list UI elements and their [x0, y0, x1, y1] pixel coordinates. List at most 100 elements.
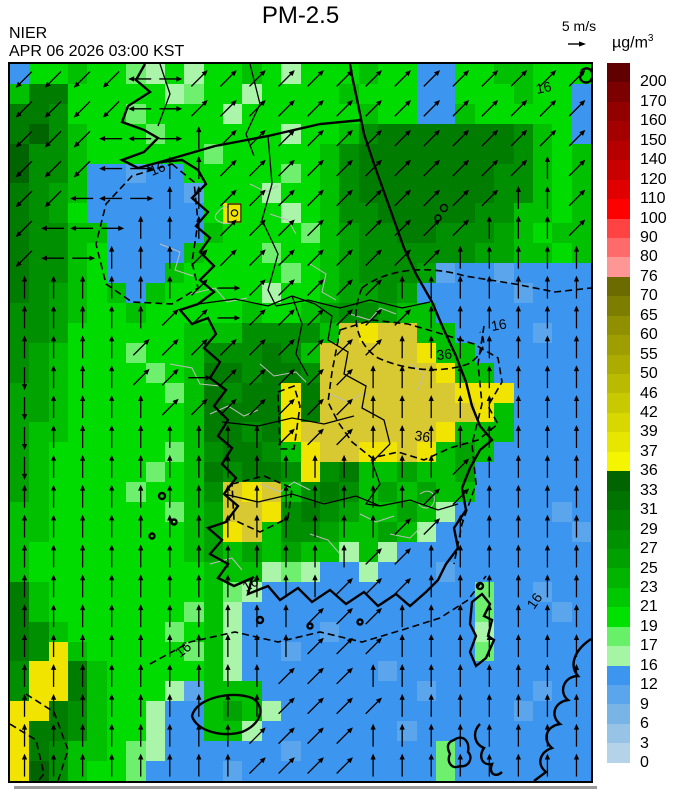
wind-arrow: [307, 697, 324, 715]
raster-cell: [29, 362, 49, 383]
wind-arrow: [457, 395, 463, 419]
wind-arrow: [249, 338, 266, 356]
colorbar-segment: [607, 587, 630, 608]
wind-arrow: [336, 637, 353, 655]
wind-arrow: [278, 697, 295, 715]
raster-cell: [261, 83, 282, 104]
wind-arrow: [254, 693, 260, 717]
wind-arrow: [219, 338, 237, 356]
wind-arrow: [428, 454, 434, 478]
colorbar-segment: [607, 393, 630, 413]
raster-cell: [29, 342, 49, 363]
wind-arrow: [109, 693, 115, 717]
wind-arrow: [79, 514, 86, 538]
raster-cell: [87, 203, 107, 224]
raster-cell: [494, 123, 514, 144]
raster-cell: [436, 382, 456, 403]
wind-arrow: [399, 454, 405, 478]
japan-coast: [533, 638, 591, 781]
raster-cell: [68, 83, 88, 104]
raster-cell: [203, 462, 224, 483]
colorbar-segment: [607, 704, 630, 724]
raster-cell: [261, 502, 282, 523]
raster-cell: [513, 83, 533, 104]
raster-cell: [358, 621, 378, 642]
wind-arrow: [21, 753, 28, 777]
wind-arrow: [544, 723, 551, 747]
wind-arrow: [109, 663, 115, 687]
wind-arrow: [21, 544, 28, 568]
raster-cell: [319, 442, 340, 463]
wind-arrow: [278, 219, 295, 237]
wind-arrow: [249, 99, 266, 117]
wind-arrow: [44, 130, 62, 148]
raster-cell: [203, 322, 224, 343]
raster-cell: [436, 601, 456, 622]
wind-arrow: [486, 305, 492, 329]
wind-arrow: [573, 693, 580, 717]
jeju-island: [190, 693, 262, 736]
raster-cell: [223, 83, 243, 104]
raster-cell: [436, 721, 456, 742]
wind-arrow: [307, 189, 324, 207]
wind-arrow: [50, 454, 57, 478]
wind-arrow: [457, 275, 463, 299]
contour-label: 16: [490, 315, 508, 333]
raster-cell: [29, 283, 49, 303]
wind-arrow: [161, 338, 179, 356]
wind-arrow: [370, 484, 376, 508]
raster-cell: [377, 283, 398, 303]
raster-cell: [203, 661, 224, 682]
wind-arrow: [225, 663, 231, 687]
colorbar-segment: [607, 101, 630, 122]
raster-cell: [281, 83, 301, 104]
colorbar-label: 19: [640, 617, 658, 635]
raster-cell: [494, 143, 514, 164]
wind-arrow: [336, 189, 353, 207]
wind-arrow: [307, 249, 324, 267]
wind-arrow: [394, 129, 412, 147]
raster-cell: [87, 482, 107, 503]
wind-arrow: [428, 365, 434, 389]
wind-arrow: [73, 100, 91, 118]
contour-16-southwest-band: [10, 693, 69, 781]
raster-cell: [455, 203, 475, 224]
colorbar-segment: [607, 451, 630, 472]
raster-cell: [29, 761, 49, 781]
wind-arrow: [399, 365, 405, 389]
wind-arrow: [138, 604, 144, 628]
wind-arrow: [254, 604, 260, 628]
raster-cell: [474, 143, 495, 164]
raster-cell: [377, 502, 398, 523]
raster-cell: [552, 83, 572, 104]
raster-cell: [48, 143, 69, 164]
raster-cell: [203, 342, 224, 363]
wind-arrow: [428, 305, 434, 329]
raster-cell: [29, 502, 49, 523]
wind-arrow: [50, 305, 57, 329]
wind-arrow: [423, 129, 441, 147]
wind-arrow: [307, 428, 324, 446]
wind-arrow: [394, 189, 412, 207]
raster-cell: [494, 183, 514, 204]
wind-arrow: [21, 604, 28, 628]
wind-arrow: [254, 484, 260, 508]
raster-cell: [377, 163, 398, 184]
raster-cell: [184, 263, 204, 284]
wind-arrow: [167, 604, 173, 628]
wind-arrow: [190, 249, 208, 267]
wind-arrow: [365, 129, 382, 147]
wind-arrow: [283, 634, 289, 658]
wind-arrow: [457, 663, 463, 687]
wind-arrow: [307, 398, 324, 416]
raster-cell: [436, 362, 456, 383]
wind-arrow: [138, 305, 144, 329]
wind-arrow: [568, 99, 586, 117]
raster-cell: [300, 83, 320, 104]
wind-arrow: [544, 185, 551, 209]
wind-arrow: [341, 514, 347, 538]
raster-cell: [552, 183, 572, 204]
raster-cell: [436, 183, 456, 204]
raster-cell: [494, 761, 514, 781]
raster-cell: [87, 721, 107, 742]
